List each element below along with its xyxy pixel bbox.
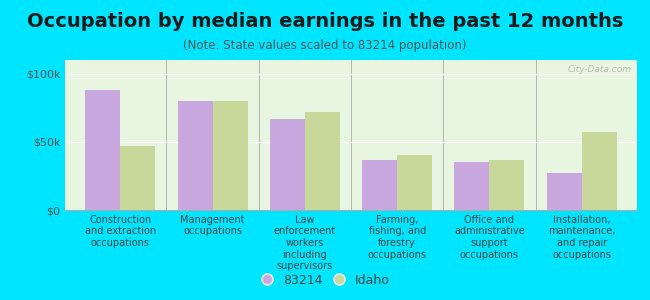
- Text: Occupation by median earnings in the past 12 months: Occupation by median earnings in the pas…: [27, 12, 623, 31]
- Bar: [397, 155, 432, 210]
- Bar: [120, 146, 155, 210]
- Text: (Note: State values scaled to 83214 population): (Note: State values scaled to 83214 popu…: [183, 39, 467, 52]
- Legend: 83214, Idaho: 83214, Idaho: [257, 270, 393, 291]
- Bar: [305, 112, 340, 210]
- Bar: [582, 132, 617, 210]
- Bar: [454, 162, 489, 210]
- Bar: [213, 101, 248, 210]
- Bar: [177, 101, 213, 210]
- Bar: [489, 160, 525, 210]
- Bar: [270, 118, 305, 210]
- Text: City-Data.com: City-Data.com: [567, 64, 631, 74]
- Bar: [362, 160, 397, 210]
- Bar: [547, 173, 582, 210]
- Bar: [85, 90, 120, 210]
